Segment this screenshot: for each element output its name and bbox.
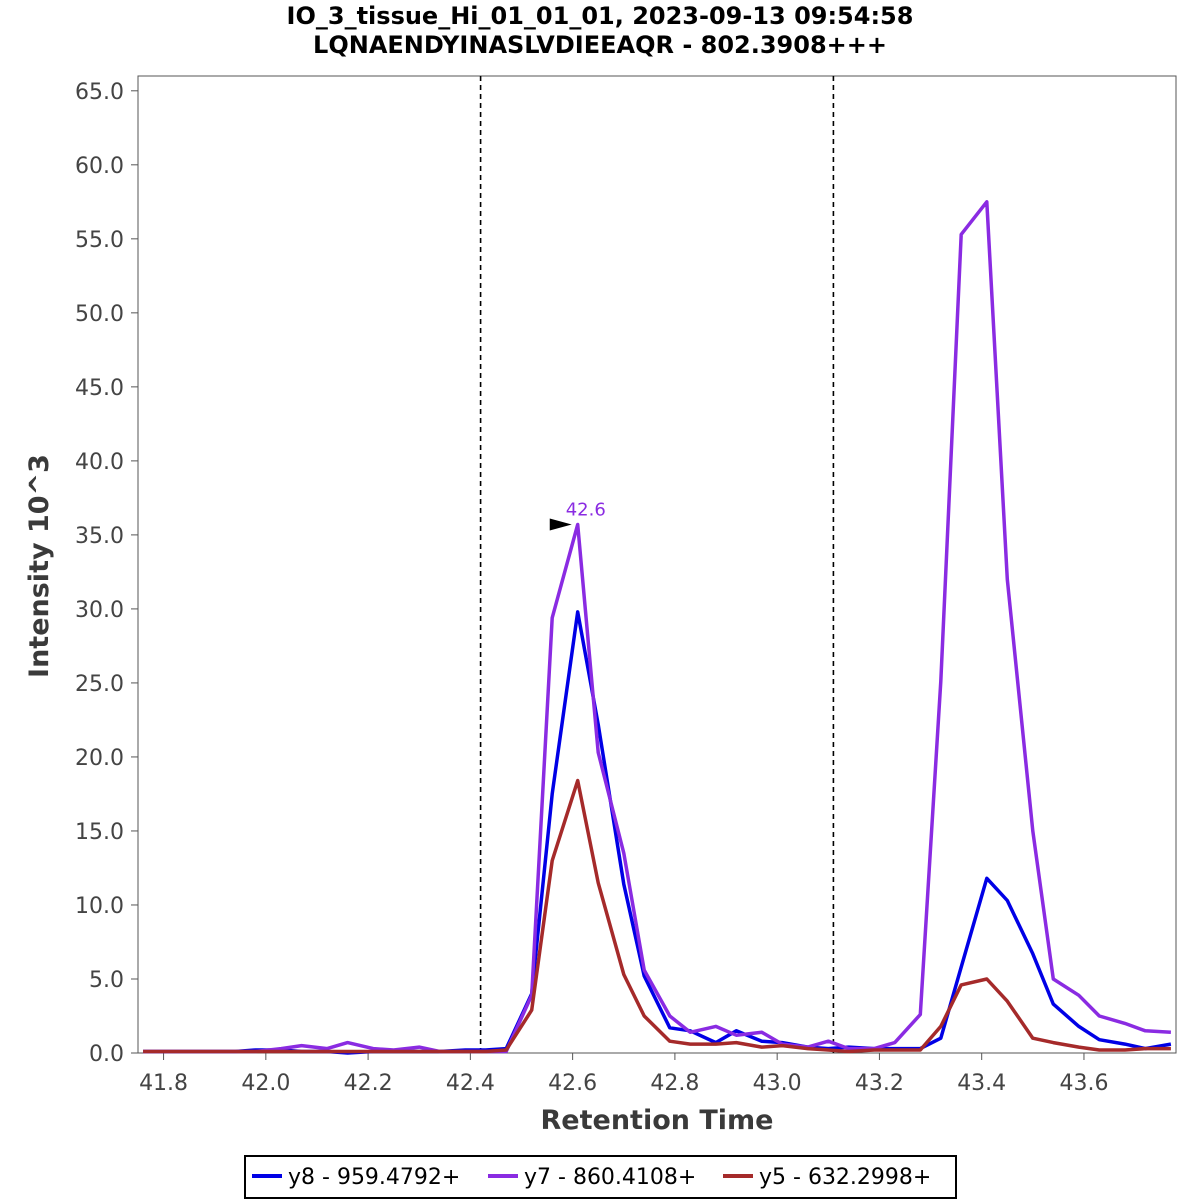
x-tick-label: 42.4: [446, 1071, 495, 1096]
x-tick-label: 41.8: [139, 1071, 188, 1096]
y-tick-label: 15.0: [75, 820, 124, 845]
plot-area: [137, 75, 1177, 1054]
legend-item: y5 - 632.2998+: [759, 1165, 931, 1190]
legend-item: y7 - 860.4108+: [524, 1165, 696, 1190]
y-tick-label: 25.0: [75, 672, 124, 697]
x-tick-label: 42.6: [548, 1071, 597, 1096]
y-tick-label: 65.0: [75, 80, 124, 105]
annotation-label: 42.6: [566, 500, 606, 521]
x-axis-label: Retention Time: [541, 1105, 774, 1136]
y-tick-label: 40.0: [75, 450, 124, 475]
y-tick-label: 10.0: [75, 894, 124, 919]
x-tick-label: 43.2: [855, 1071, 904, 1096]
legend-box: [244, 1155, 957, 1199]
y-tick-label: 45.0: [75, 376, 124, 401]
y-tick-label: 50.0: [75, 302, 124, 327]
chart-subtitle: LQNAENDYINASLVDIEEAQR - 802.3908+++: [313, 31, 887, 59]
chart-title: IO_3_tissue_Hi_01_01_01, 2023-09-13 09:5…: [287, 2, 914, 30]
y-tick-label: 35.0: [75, 524, 124, 549]
y-tick-label: 0.0: [89, 1042, 124, 1067]
y-tick-label: 55.0: [75, 228, 124, 253]
x-tick-label: 43.0: [753, 1071, 802, 1096]
annotation-arrow-icon: [549, 518, 572, 531]
y-tick-label: 5.0: [89, 968, 124, 993]
x-axis: 41.8 42.0 42.2 42.4 42.6 42.8 43.0 43.2 43.4 43.6: [139, 1053, 1108, 1096]
y-axis: 0.0 5.0 10.0 15.0 20.0 25.0 30.0 35.0 40.0 45.0 50…: [75, 80, 138, 1067]
y-axis-label: Intensity 10^3: [24, 454, 55, 678]
y-tick-label: 20.0: [75, 746, 124, 771]
peak-annotation: 42.6: [549, 500, 606, 531]
x-tick-label: 42.2: [344, 1071, 393, 1096]
series-line: [143, 778, 1171, 1054]
series-lines: [143, 200, 1172, 1055]
x-tick-label: 42.0: [241, 1071, 290, 1096]
legend: y8 - 959.4792+ y7 - 860.4108+ y5 - 632.299…: [244, 1155, 957, 1199]
x-tick-label: 42.8: [650, 1071, 699, 1096]
series-line: [143, 200, 1172, 1054]
peak-boundaries: [479, 76, 835, 1053]
y-tick-label: 30.0: [75, 598, 124, 623]
legend-item: y8 - 959.4792+: [288, 1165, 460, 1190]
x-tick-label: 43.6: [1059, 1071, 1108, 1096]
x-tick-label: 43.4: [957, 1071, 1006, 1096]
y-tick-label: 60.0: [75, 154, 124, 179]
